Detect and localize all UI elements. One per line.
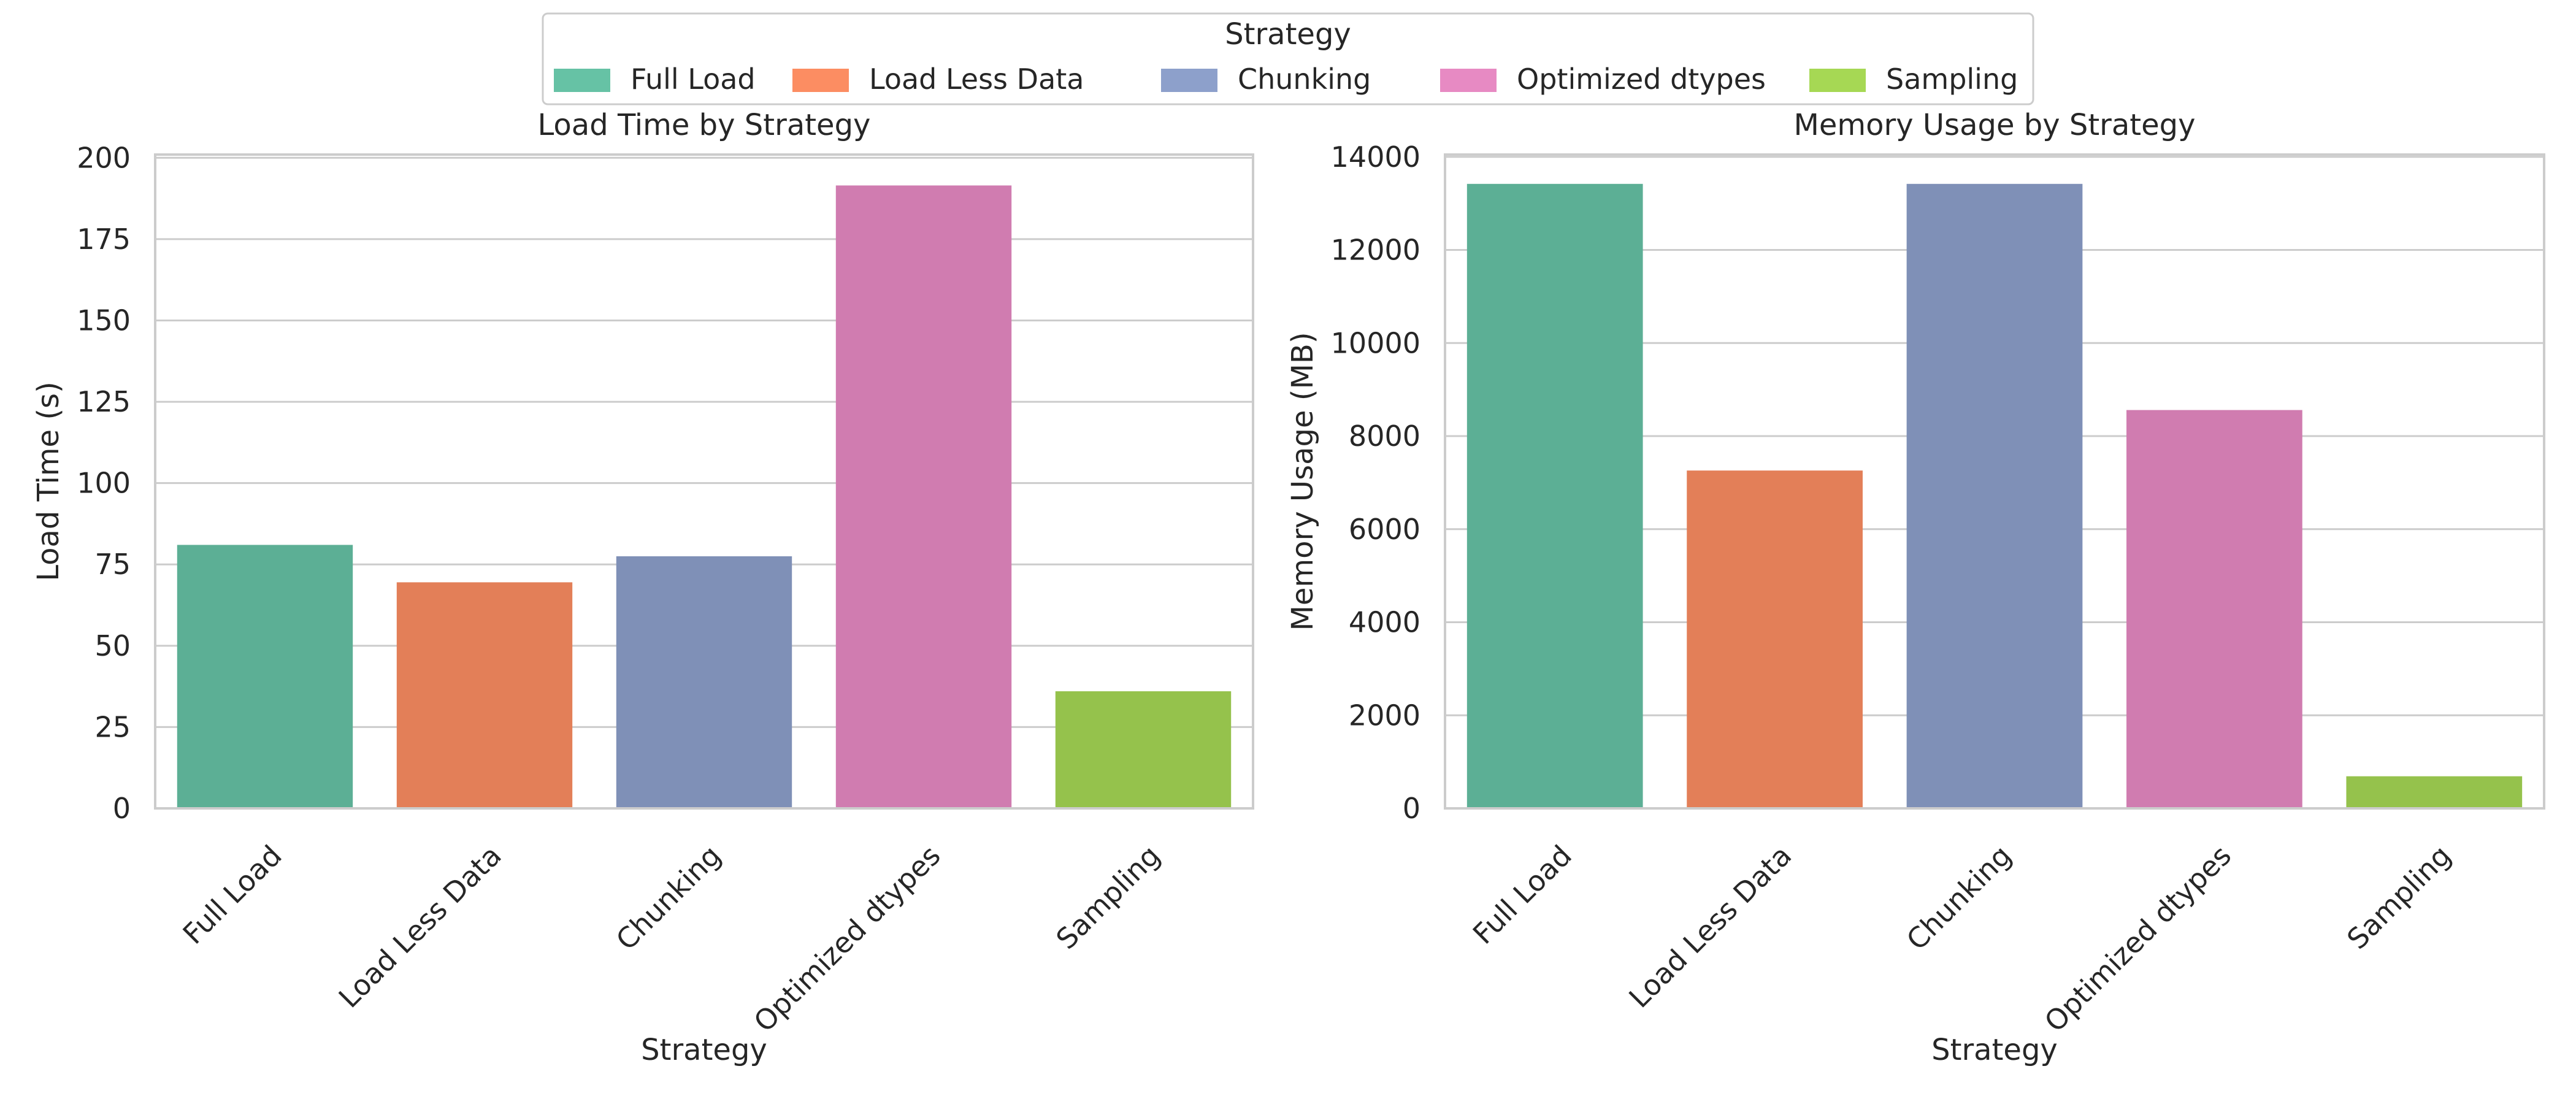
y-tick-label: 10000 — [1331, 326, 1420, 359]
legend-label: Load Less Data — [869, 63, 1084, 96]
x-tick-label: Load Less Data — [332, 839, 508, 1014]
chart-memory-usage: Memory Usage by Strategy 0 2000 4000 6000 80… — [1286, 108, 2545, 1067]
plot-area: 0 25 50 75 100 125 150 175 200 Full Load Load Less… — [77, 141, 1254, 1038]
y-tick-label: 75 — [94, 548, 131, 581]
bar — [1055, 691, 1232, 808]
plot-area: 0 2000 4000 6000 8000 10000 12000 14000 Full Loa… — [1331, 140, 2545, 1038]
bar — [616, 556, 792, 808]
y-tick-label: 100 — [77, 467, 131, 500]
bar — [396, 582, 573, 808]
x-tick-label: Full Load — [1466, 839, 1578, 951]
y-tick-label: 150 — [77, 304, 131, 337]
plot-frame — [154, 153, 1254, 810]
bar — [2346, 776, 2523, 808]
y-tick-label: 0 — [1403, 792, 1420, 825]
legend-label: Full Load — [631, 63, 756, 96]
legend-label: Optimized dtypes — [1517, 63, 1766, 96]
x-tick-label: Optimized dtypes — [2038, 839, 2237, 1038]
chart-load-time: Load Time by Strategy 0 25 50 75 100 125 150 17… — [31, 108, 1254, 1067]
legend-frame — [542, 12, 2034, 105]
legend: Strategy Full Load Load Less Data Chunking… — [542, 12, 2034, 105]
y-axis-label: Memory Usage (MB) — [1286, 332, 1320, 631]
y-tick-label: 25 — [94, 710, 131, 743]
y-tick-label: 0 — [113, 792, 131, 825]
bar — [835, 185, 1012, 809]
y-axis-label: Load Time (s) — [31, 381, 66, 581]
bar — [1466, 183, 1643, 808]
y-tick-label: 6000 — [1349, 513, 1420, 546]
bar — [177, 545, 353, 808]
legend-swatch — [1440, 69, 1497, 92]
y-tick-label: 50 — [94, 629, 131, 662]
bar — [1906, 183, 2083, 808]
y-tick-label: 4000 — [1349, 606, 1420, 639]
legend-swatch — [1809, 69, 1866, 92]
legend-swatch — [792, 69, 849, 92]
x-tick-label: Sampling — [1049, 839, 1166, 956]
x-tick-label: Full Load — [177, 839, 288, 951]
x-tick-label: Optimized dtypes — [747, 839, 946, 1038]
bar — [2126, 410, 2302, 808]
legend-label: Chunking — [1238, 63, 1371, 96]
y-tick-label: 8000 — [1349, 420, 1420, 453]
x-tick-label: Chunking — [1900, 839, 2018, 957]
legend-items: Full Load Load Less Data Chunking Optimized… — [554, 63, 2018, 96]
bar — [1687, 470, 1863, 808]
y-tick-label: 175 — [77, 223, 131, 256]
x-tick-label: Sampling — [2340, 839, 2457, 956]
x-tick-label: Chunking — [610, 839, 727, 957]
legend-swatch — [554, 69, 610, 92]
x-axis-label: Strategy — [641, 1033, 767, 1067]
x-axis-label: Strategy — [1931, 1033, 2058, 1067]
chart-title: Load Time by Strategy — [538, 108, 871, 142]
y-tick-label: 12000 — [1331, 234, 1420, 267]
legend-title: Strategy — [1225, 17, 1351, 52]
legend-label: Sampling — [1886, 63, 2018, 96]
y-tick-label: 125 — [77, 385, 131, 418]
plot-frame — [1444, 153, 2545, 810]
chart-title: Memory Usage by Strategy — [1793, 108, 2195, 142]
y-tick-label: 14000 — [1331, 140, 1420, 174]
y-tick-label: 2000 — [1349, 699, 1420, 732]
x-tick-label: Load Less Data — [1622, 839, 1798, 1014]
legend-swatch — [1161, 69, 1217, 92]
y-tick-label: 200 — [77, 141, 131, 174]
